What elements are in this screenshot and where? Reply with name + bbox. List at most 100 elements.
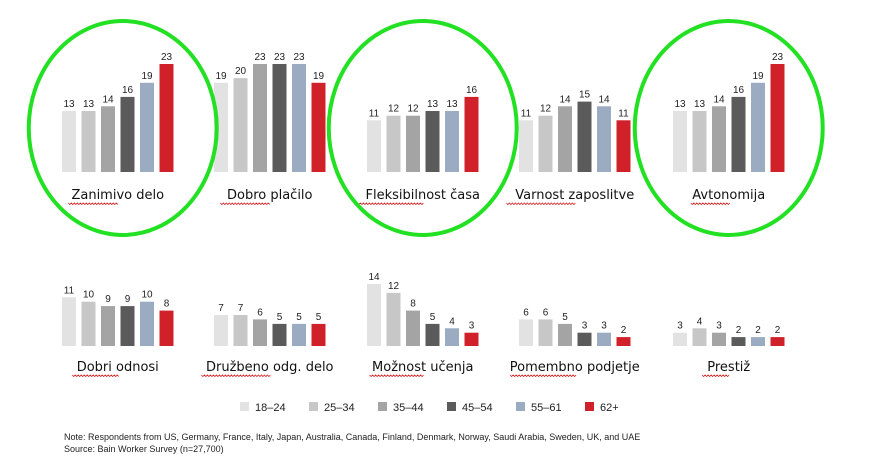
bar-4 bbox=[272, 323, 287, 346]
bar-6 bbox=[311, 82, 326, 172]
value-label: 23 bbox=[772, 52, 784, 63]
bar-3 bbox=[253, 64, 267, 172]
spellcheck-underline bbox=[71, 374, 119, 378]
value-label: 4 bbox=[697, 316, 703, 327]
value-label: 16 bbox=[733, 85, 745, 96]
value-label: 13 bbox=[694, 99, 706, 110]
value-label: 3 bbox=[677, 321, 683, 332]
bar-5 bbox=[597, 332, 611, 346]
value-label: 19 bbox=[215, 71, 227, 82]
bar-4 bbox=[731, 96, 746, 172]
value-label: 8 bbox=[164, 299, 170, 310]
legend-label: 45–54 bbox=[462, 402, 493, 414]
panel-dobro-placilo: 19 20 23 23 23 19 Dobro plačilo bbox=[214, 52, 326, 206]
value-label: 8 bbox=[410, 299, 416, 310]
spellcheck-underline bbox=[68, 202, 119, 206]
panel-moznost-ucenja: 14 12 8 5 4 3 Možnost učenja bbox=[367, 272, 479, 378]
bar-3 bbox=[712, 106, 726, 172]
panel-title: Možnost učenja bbox=[372, 360, 473, 375]
bar-1 bbox=[367, 120, 381, 172]
value-label: 23 bbox=[293, 52, 305, 63]
legend-swatch bbox=[240, 402, 249, 411]
value-label: 2 bbox=[736, 325, 742, 336]
panel-avtonomija: 13 13 14 16 19 23 Avtonomija bbox=[673, 52, 785, 206]
bar-6 bbox=[616, 120, 631, 172]
bar-2 bbox=[233, 315, 248, 346]
bar-4 bbox=[272, 64, 287, 172]
spellcheck-underline bbox=[220, 202, 271, 206]
value-label: 13 bbox=[674, 99, 686, 110]
value-label: 13 bbox=[427, 99, 439, 110]
bar-6 bbox=[464, 332, 479, 346]
bar-3 bbox=[406, 310, 420, 346]
spellcheck-underline bbox=[369, 374, 424, 378]
value-label: 15 bbox=[579, 90, 591, 101]
bar-3 bbox=[712, 332, 726, 346]
bar-1 bbox=[62, 111, 76, 172]
bar-5 bbox=[751, 337, 765, 346]
legend-swatch bbox=[309, 402, 318, 411]
bar-5 bbox=[140, 301, 154, 346]
bar-6 bbox=[464, 96, 479, 172]
bar-2 bbox=[81, 301, 96, 346]
panel-zanimivo-delo: 13 13 14 16 19 23 Zanimivo delo bbox=[62, 52, 174, 206]
footnote: Note: Respondents from US, Germany, Fran… bbox=[64, 432, 641, 442]
value-label: 20 bbox=[235, 66, 247, 77]
bar-6 bbox=[159, 310, 174, 346]
bar-4 bbox=[120, 306, 135, 346]
bar-3 bbox=[558, 106, 572, 172]
bar-2 bbox=[386, 292, 401, 346]
value-label: 9 bbox=[105, 294, 111, 305]
value-label: 11 bbox=[618, 108, 629, 119]
legend-swatch bbox=[447, 402, 456, 411]
value-label: 4 bbox=[449, 316, 455, 327]
bar-2 bbox=[538, 319, 553, 346]
value-label: 14 bbox=[598, 94, 610, 105]
panel-title: Fleksibilnost časa bbox=[365, 188, 480, 203]
panel-title: Varnost zaposlitve bbox=[515, 188, 634, 203]
bar-4 bbox=[425, 323, 440, 346]
value-label: 13 bbox=[83, 99, 95, 110]
value-label: 9 bbox=[125, 294, 131, 305]
value-label: 23 bbox=[254, 52, 266, 63]
bar-4 bbox=[425, 111, 440, 172]
value-label: 11 bbox=[521, 108, 532, 119]
panel-dobri-odnosi: 11 10 9 9 10 8 Dobri odnosi bbox=[62, 285, 174, 378]
value-label: 13 bbox=[446, 99, 458, 110]
value-label: 6 bbox=[543, 307, 549, 318]
highlight-circle bbox=[632, 19, 825, 237]
panel-title: Dobri odnosi bbox=[77, 360, 159, 375]
value-label: 14 bbox=[559, 94, 571, 105]
panel-pomembno-podjetje: 6 6 5 3 3 2 Pomembno podjetje bbox=[509, 307, 640, 378]
bar-5 bbox=[292, 323, 306, 346]
spellcheck-underline bbox=[506, 202, 576, 206]
spellcheck-underline bbox=[690, 202, 731, 206]
bar-6 bbox=[159, 64, 174, 172]
bar-1 bbox=[519, 319, 533, 346]
value-label: 14 bbox=[102, 94, 114, 105]
panel-title: Dobro plačilo bbox=[227, 188, 313, 203]
legend-label: 25–34 bbox=[324, 402, 355, 414]
value-label: 12 bbox=[407, 104, 419, 115]
panel-title: Avtonomija bbox=[692, 188, 765, 203]
bar-3 bbox=[406, 115, 420, 172]
value-label: 16 bbox=[466, 85, 478, 96]
bar-3 bbox=[558, 323, 572, 346]
bar-1 bbox=[367, 284, 381, 346]
bar-4 bbox=[577, 101, 592, 172]
bar-1 bbox=[519, 120, 533, 172]
value-label: 6 bbox=[523, 307, 529, 318]
bar-2 bbox=[386, 115, 401, 172]
value-label: 2 bbox=[755, 325, 761, 336]
value-label: 11 bbox=[369, 108, 380, 119]
bar-5 bbox=[445, 328, 459, 346]
value-label: 19 bbox=[141, 71, 153, 82]
value-label: 5 bbox=[562, 312, 568, 323]
spellcheck-underline bbox=[509, 374, 577, 378]
bar-2 bbox=[233, 78, 248, 172]
value-label: 5 bbox=[430, 312, 436, 323]
spellcheck-underline bbox=[201, 374, 271, 378]
value-label: 5 bbox=[296, 312, 302, 323]
value-label: 14 bbox=[368, 272, 380, 283]
